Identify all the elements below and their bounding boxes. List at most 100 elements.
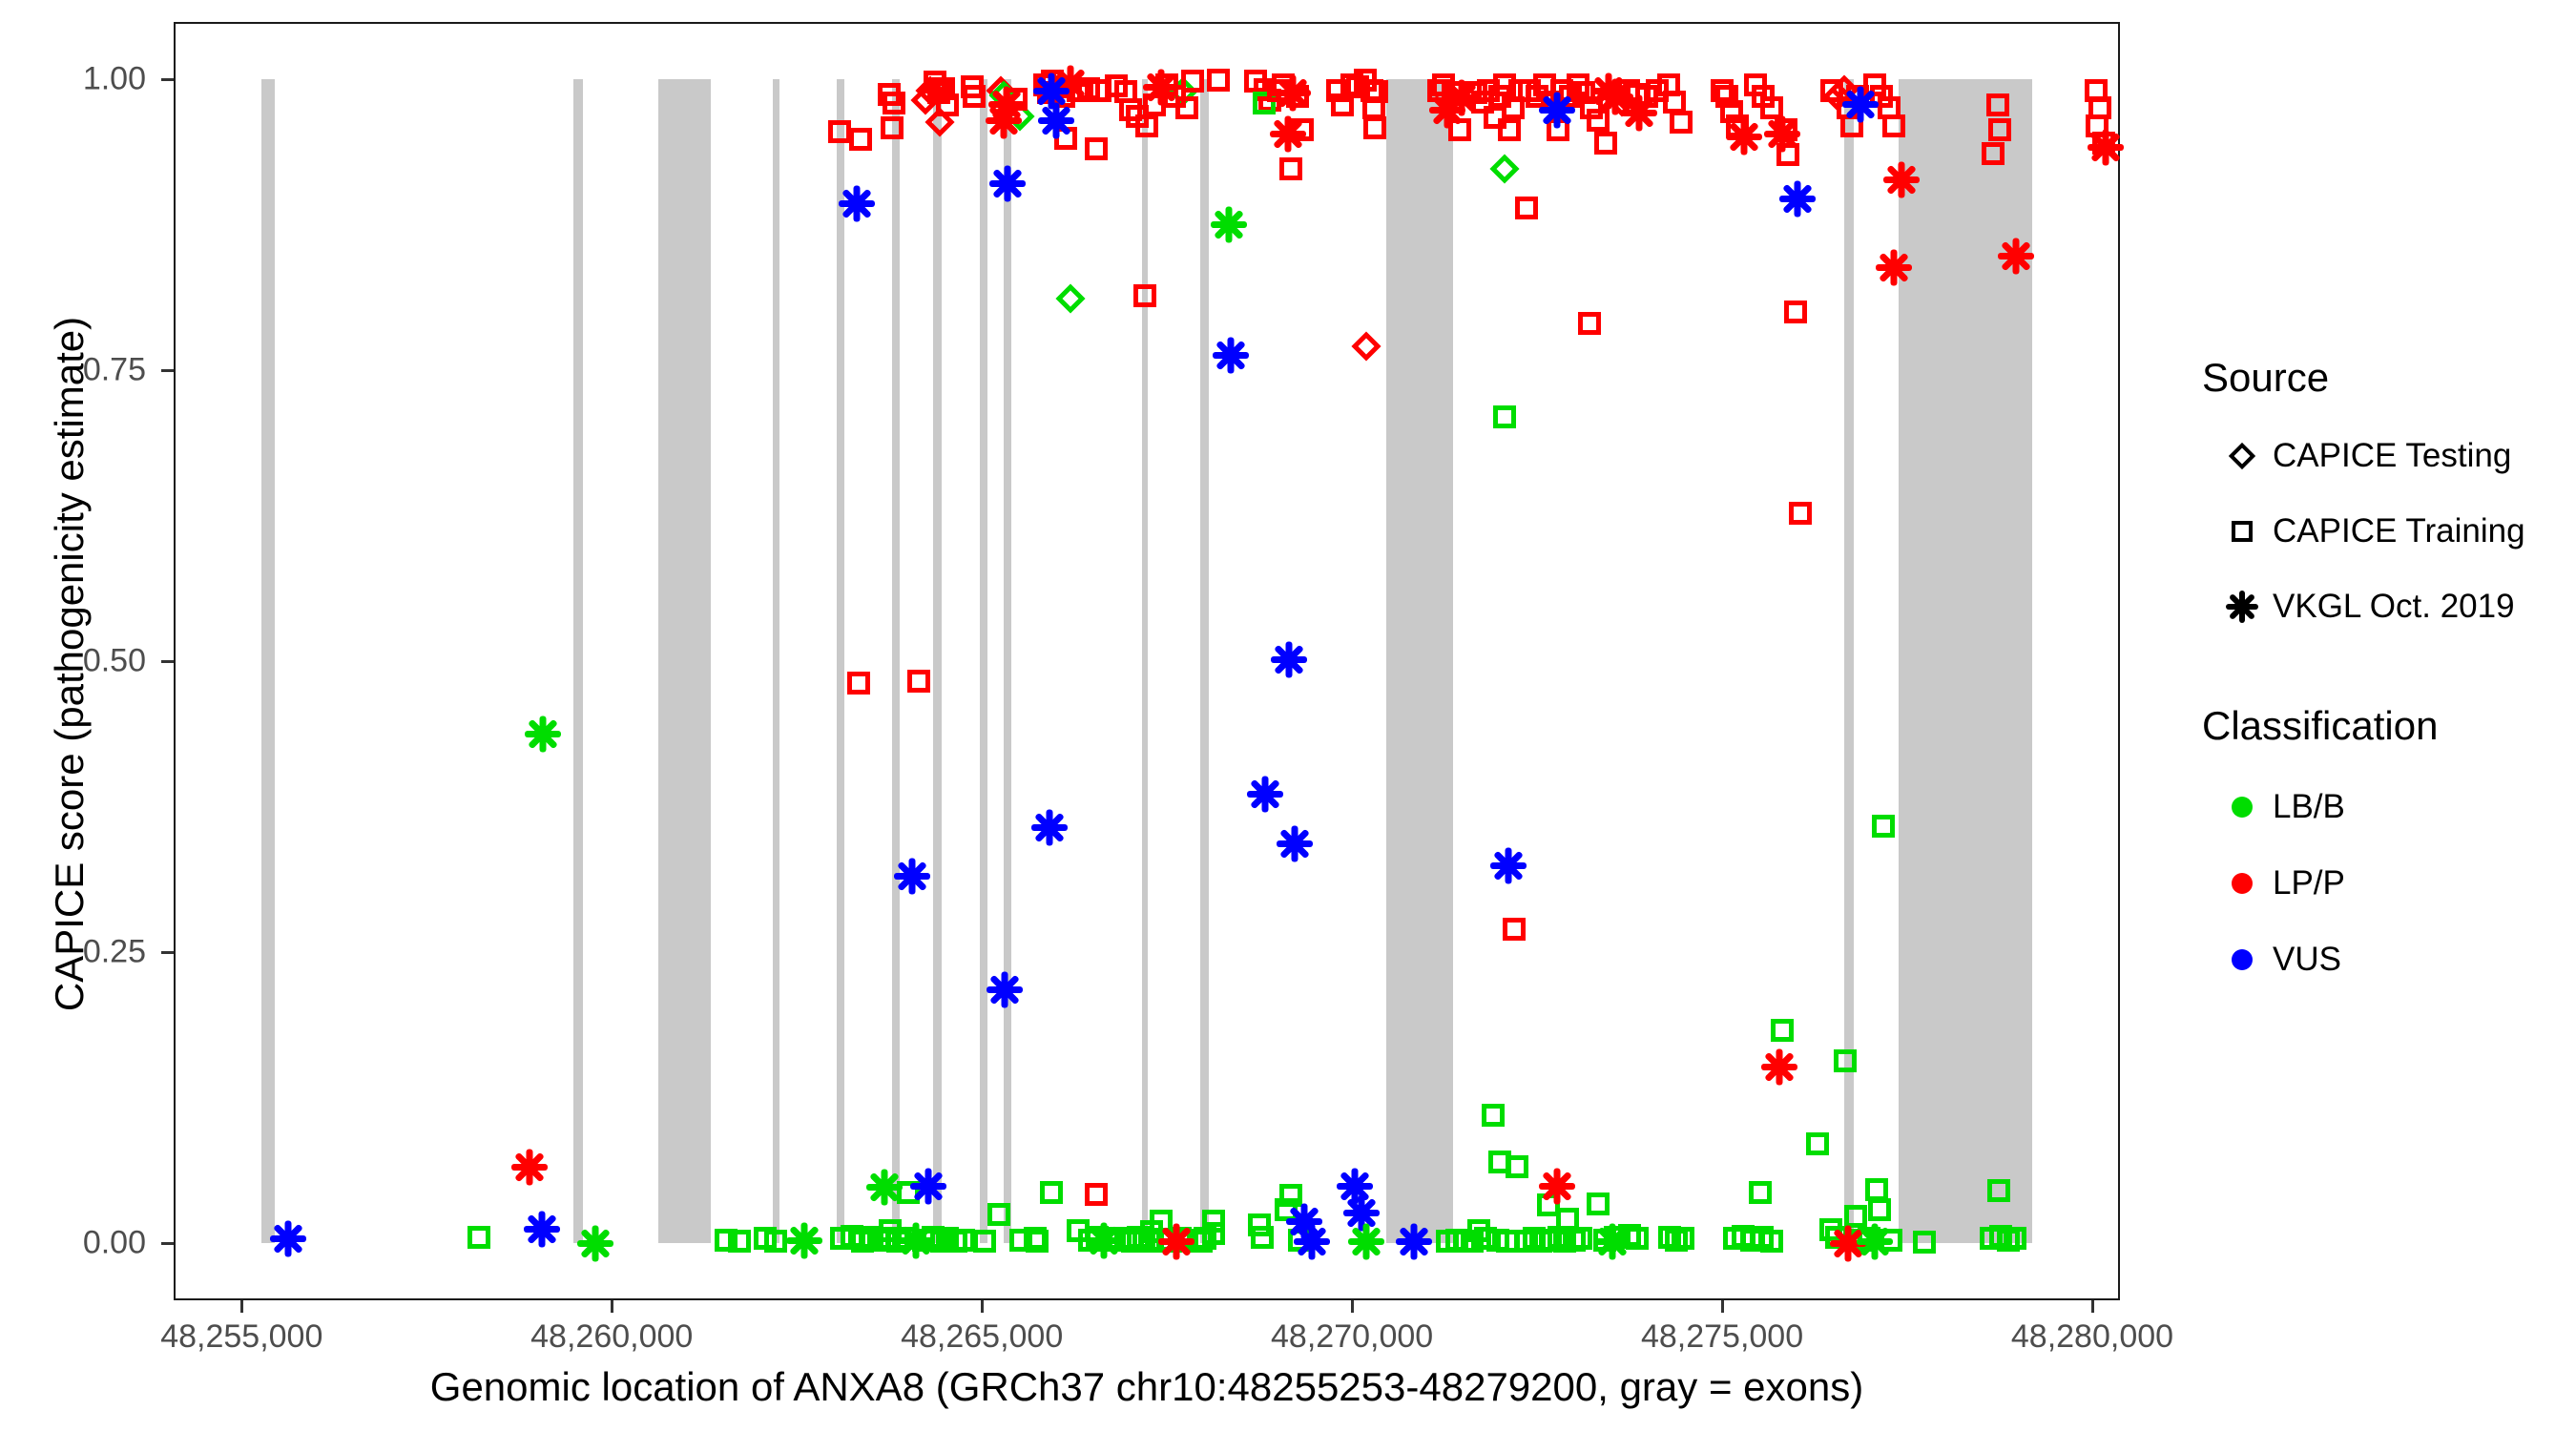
exon-band <box>1141 78 1149 1244</box>
legend-item-label: VKGL Oct. 2019 <box>2273 588 2515 625</box>
x-axis-tick-label: 48,260,000 <box>530 1318 694 1355</box>
data-point-asterisk <box>2087 129 2124 166</box>
data-point-asterisk <box>524 716 561 753</box>
data-point-square <box>1084 137 1108 161</box>
data-point-square <box>963 85 987 109</box>
data-point-asterisk <box>1726 118 1763 156</box>
data-point-asterisk <box>1779 180 1817 218</box>
x-axis-tick <box>1721 1300 1725 1313</box>
data-point-square <box>1025 1229 1049 1253</box>
legend-item-label: VUS <box>2273 941 2341 978</box>
x-axis-title: Genomic location of ANXA8 (GRCh37 chr10:… <box>429 1364 1864 1409</box>
exon-band <box>573 78 584 1244</box>
data-point-square <box>1181 70 1205 93</box>
data-point-square <box>1363 116 1387 140</box>
x-axis-tick <box>2090 1300 2094 1313</box>
data-point-square <box>1133 283 1157 307</box>
data-point-asterisk <box>1336 1168 1373 1205</box>
exon-band <box>836 78 845 1244</box>
data-point-square <box>1987 118 2011 142</box>
data-point-asterisk <box>1883 161 1921 198</box>
data-point-asterisk <box>1031 809 1069 846</box>
data-point-square <box>1514 197 1538 220</box>
data-point-square <box>1506 1154 1529 1178</box>
data-point-diamond <box>1055 283 1086 315</box>
x-axis-tick <box>611 1300 614 1313</box>
exon-band <box>261 78 275 1244</box>
data-point-asterisk <box>1489 847 1527 884</box>
data-point-square <box>467 1226 490 1250</box>
data-point-asterisk <box>985 102 1022 139</box>
data-point-asterisk <box>894 858 931 895</box>
data-point-square <box>1547 1226 1570 1250</box>
data-point-asterisk <box>898 1222 935 1259</box>
exon-band <box>933 78 942 1244</box>
data-point-asterisk <box>1596 78 1633 115</box>
legend-item-label: CAPICE Testing <box>2273 437 2512 474</box>
data-point-square <box>881 116 904 140</box>
data-point-square <box>1868 1197 1892 1221</box>
legend-classification-title: Classification <box>2202 703 2439 748</box>
data-point-asterisk <box>1428 92 1465 129</box>
data-point-square <box>1771 1018 1795 1042</box>
data-point-square <box>1759 96 1783 120</box>
legend-item-label: LP/P <box>2273 864 2345 902</box>
data-point-square <box>1789 502 1813 525</box>
data-point-square <box>848 128 872 152</box>
exon-band <box>979 78 988 1244</box>
data-point-square <box>1252 92 1276 115</box>
legend-source-title: Source <box>2202 355 2330 400</box>
data-point-square <box>1776 143 1800 167</box>
data-point-asterisk <box>1443 79 1480 116</box>
data-point-square <box>1175 96 1199 120</box>
color-dot-icon <box>2232 873 2253 894</box>
data-point-asterisk <box>987 971 1024 1008</box>
data-point-square <box>1568 1227 1592 1251</box>
data-point-asterisk <box>910 1168 947 1205</box>
data-point-square <box>1912 1230 1936 1254</box>
data-point-asterisk <box>1246 776 1283 813</box>
data-point-asterisk <box>1857 1223 1894 1260</box>
data-point-square <box>1497 118 1521 142</box>
x-axis-tick-label: 48,280,000 <box>2010 1318 2174 1355</box>
data-point-square <box>1844 1205 1868 1229</box>
data-point-square <box>1833 1048 1857 1072</box>
data-point-asterisk <box>1037 102 1074 139</box>
data-point-asterisk <box>1842 86 1880 123</box>
plot-panel <box>174 22 2124 1300</box>
data-point-square <box>764 1229 788 1253</box>
data-point-square <box>1587 108 1610 132</box>
data-point-asterisk <box>1277 825 1314 862</box>
data-point-diamond <box>1351 331 1381 363</box>
data-point-square <box>1135 114 1159 137</box>
data-point-square <box>1986 93 2010 116</box>
data-point-asterisk <box>1142 69 1179 106</box>
data-point-asterisk <box>1538 1168 1575 1205</box>
y-axis-tick-label: 0.25 <box>82 933 146 970</box>
legend-item-source: CAPICE Testing <box>2212 427 2511 485</box>
data-point-asterisk <box>1274 74 1311 112</box>
legend-item-source: VKGL Oct. 2019 <box>2212 578 2515 635</box>
exon-band <box>1899 78 2033 1244</box>
y-axis-tick <box>161 368 174 372</box>
data-point-square <box>1194 1227 1217 1251</box>
data-point-square <box>715 1228 738 1252</box>
data-point-asterisk <box>865 1169 903 1206</box>
y-axis-tick-label: 0.00 <box>82 1224 146 1261</box>
data-point-square <box>1461 1229 1485 1253</box>
legend-item-classification: LB/B <box>2212 778 2345 836</box>
data-point-square <box>1492 73 1516 96</box>
data-point-square <box>987 1202 1011 1226</box>
data-point-asterisk <box>1347 1223 1384 1260</box>
data-point-square <box>1872 815 1896 839</box>
data-point-square <box>1206 69 1230 93</box>
data-point-square <box>1982 141 2005 165</box>
data-point-square <box>1325 79 1349 102</box>
data-point-asterisk <box>1761 1048 1798 1086</box>
data-point-square <box>1671 1227 1694 1251</box>
data-point-square <box>1502 917 1526 941</box>
data-point-square <box>1820 79 1844 102</box>
y-axis-tick <box>161 1242 174 1246</box>
data-point-asterisk <box>1876 249 1913 286</box>
data-point-asterisk <box>1621 94 1658 132</box>
